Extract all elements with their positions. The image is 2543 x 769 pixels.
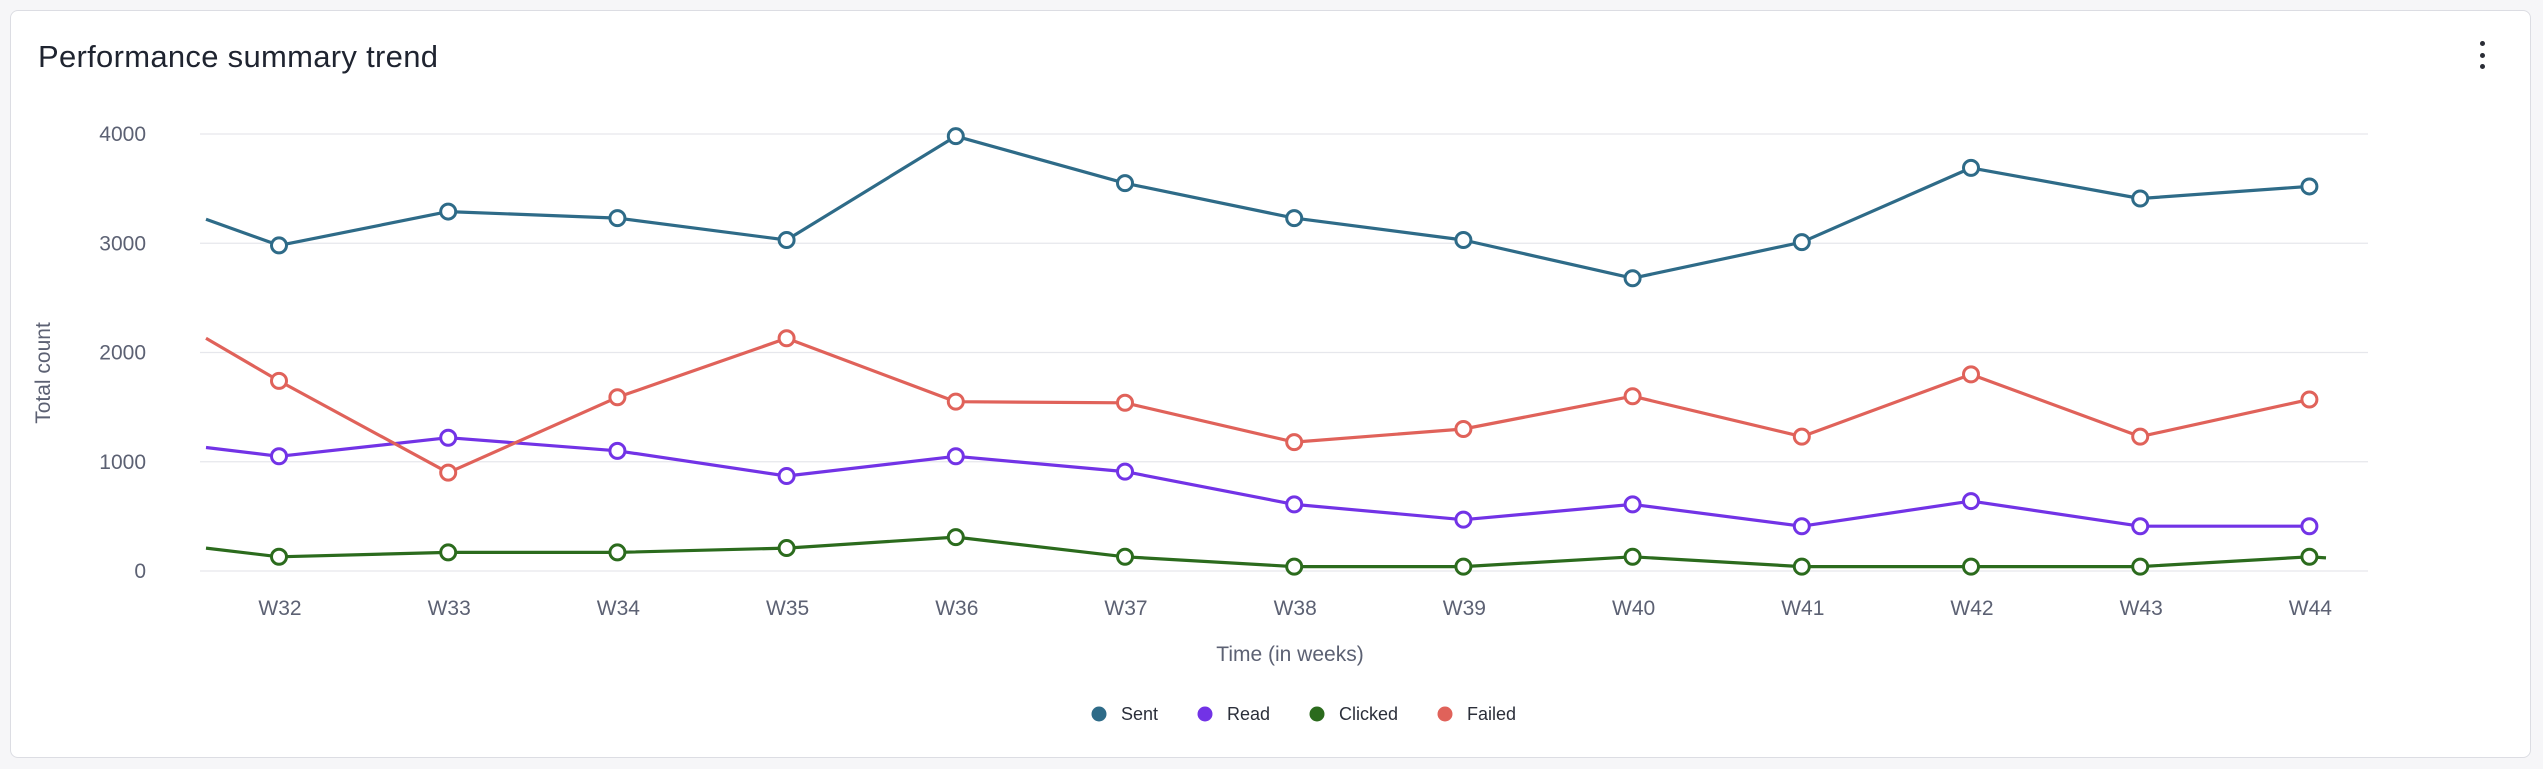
data-point-failed: [1116, 393, 1134, 412]
data-point-failed: [439, 463, 458, 482]
data-point-sent: [777, 230, 796, 249]
data-point-read: [2300, 517, 2319, 536]
data-point-read: [608, 441, 627, 460]
x-axis-title: Time (in weeks): [1216, 643, 1363, 666]
data-point-clicked: [1285, 557, 1304, 576]
legend-marker-failed: [1437, 706, 1453, 722]
data-point-read: [2131, 517, 2150, 536]
x-tick-label: W35: [766, 597, 809, 620]
data-point-clicked: [1792, 557, 1811, 576]
data-point-sent: [2131, 189, 2150, 208]
data-point-failed: [2300, 390, 2319, 409]
x-tick-label: W34: [597, 597, 641, 620]
data-point-sent: [608, 209, 627, 228]
data-point-read: [1454, 510, 1473, 529]
data-point-read: [1792, 517, 1811, 536]
series-line-failed: [205, 336, 2310, 475]
data-point-read: [439, 428, 458, 447]
data-point-failed: [946, 392, 965, 411]
legend-label-failed: Failed: [1467, 704, 1516, 724]
x-tick-label: W40: [1612, 597, 1655, 620]
data-point-read: [270, 447, 288, 466]
data-point-failed: [1792, 427, 1811, 446]
data-point-sent: [1623, 269, 1642, 288]
legend-label-read: Read: [1227, 704, 1270, 724]
series-line-clicked: [205, 535, 2327, 569]
series-line-sent: [205, 134, 2310, 280]
data-point-sent: [1116, 174, 1134, 193]
x-tick-label: W39: [1443, 597, 1486, 620]
data-point-clicked: [1962, 557, 1980, 576]
data-point-failed: [2131, 427, 2150, 446]
data-point-clicked: [270, 547, 288, 566]
y-tick-label: 3000: [99, 232, 146, 255]
legend-marker-clicked: [1309, 706, 1325, 722]
more-vertical-icon[interactable]: [2474, 41, 2490, 69]
data-point-failed: [1285, 433, 1304, 452]
data-point-sent: [2300, 177, 2319, 196]
data-point-clicked: [439, 543, 458, 562]
data-point-sent: [270, 236, 288, 255]
data-point-clicked: [777, 539, 796, 558]
legend-label-sent: Sent: [1121, 704, 1158, 724]
x-tick-label: W38: [1274, 597, 1317, 620]
data-point-clicked: [946, 528, 965, 547]
x-tick-label: W42: [1950, 597, 1993, 620]
chart-title: Performance summary trend: [38, 39, 439, 74]
data-point-sent: [439, 202, 458, 221]
legend-marker-sent: [1091, 706, 1107, 722]
x-tick-label: W33: [428, 597, 471, 620]
data-point-clicked: [1454, 557, 1473, 576]
data-point-sent: [1962, 158, 1980, 177]
data-point-read: [1285, 495, 1304, 514]
data-point-sent: [946, 127, 965, 146]
y-tick-label: 0: [134, 560, 146, 583]
data-point-sent: [1454, 230, 1473, 249]
y-tick-label: 4000: [99, 123, 146, 146]
data-point-sent: [1285, 209, 1304, 228]
x-tick-label: W43: [2120, 597, 2163, 620]
x-tick-label: W36: [935, 597, 978, 620]
series-line-read: [205, 436, 2310, 528]
data-point-read: [946, 447, 965, 466]
data-point-failed: [1623, 387, 1642, 406]
data-point-failed: [777, 329, 796, 348]
data-point-clicked: [1623, 547, 1642, 566]
data-point-read: [1962, 492, 1980, 511]
legend-marker-read: [1197, 706, 1213, 722]
data-point-failed: [608, 388, 627, 407]
y-tick-label: 1000: [99, 451, 146, 474]
y-tick-label: 2000: [99, 342, 146, 365]
data-point-failed: [1962, 365, 1980, 384]
data-point-read: [1116, 462, 1134, 481]
data-point-failed: [1454, 419, 1473, 438]
data-point-clicked: [608, 543, 627, 562]
legend-label-clicked: Clicked: [1339, 704, 1398, 724]
x-tick-label: W41: [1781, 597, 1824, 620]
data-point-sent: [1792, 233, 1811, 252]
data-point-read: [1623, 495, 1642, 514]
x-tick-label: W32: [258, 597, 301, 620]
data-point-clicked: [2131, 557, 2150, 576]
x-tick-label: W37: [1104, 597, 1147, 620]
data-point-clicked: [2300, 547, 2319, 566]
data-point-read: [777, 466, 796, 485]
y-axis-title: Total count: [32, 322, 55, 424]
data-point-clicked: [1116, 547, 1134, 566]
data-point-failed: [270, 371, 288, 390]
x-tick-label: W44: [2289, 597, 2333, 620]
chart-card: Performance summary trend: [10, 10, 2531, 758]
